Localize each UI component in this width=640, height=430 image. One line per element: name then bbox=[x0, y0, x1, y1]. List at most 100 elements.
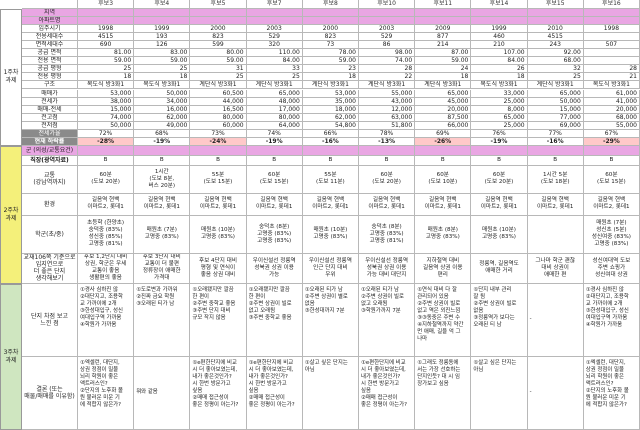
cell-structure: 계단식 방3화1 bbox=[415, 81, 472, 90]
cell-area_households: 210 bbox=[471, 41, 528, 50]
cell-jeonse: 35,000 bbox=[302, 97, 359, 106]
cell-concl: ①살고 싶은 단지는 아님 bbox=[471, 356, 528, 430]
cell-concl: 뭐와 같음 bbox=[134, 356, 191, 430]
header-corner bbox=[22, 0, 78, 9]
cell-area_households: 690 bbox=[78, 41, 135, 50]
cell-gun bbox=[190, 145, 247, 156]
cell-sale: 65,000 bbox=[415, 89, 472, 98]
cell-region bbox=[78, 9, 135, 18]
row-label-pros: 단지 차점 보고 느낀 점 bbox=[22, 283, 78, 357]
cell-sale: 65,000 bbox=[527, 89, 584, 98]
cell-households: 193 bbox=[134, 33, 191, 42]
cell-school: 매원초 (10분) 고명중 (83%) bbox=[471, 215, 528, 254]
cell-supply_py: 31 bbox=[190, 65, 247, 74]
cell-school: 숭덕초 (8분) 고명중 (83%) 고명중 (81%) bbox=[359, 215, 416, 254]
cell-grade: B bbox=[359, 155, 416, 166]
cell-gap_inv: 87,500 bbox=[415, 113, 472, 122]
cell-jeonse_peak: 54,800 bbox=[302, 121, 359, 130]
cell-concl: ①엑셀런, 대단지, 상권 정점이 밀물 뇌리 학원이 좋은 액트러스인? ②단… bbox=[78, 356, 135, 430]
column-header: 후보4 bbox=[134, 0, 191, 9]
cell-gun bbox=[359, 145, 416, 156]
column-header: 후보7 bbox=[246, 0, 303, 9]
cell-school: 매원초 (8분) 고명중 (83%) bbox=[415, 215, 472, 254]
column-header: 후보11 bbox=[415, 0, 472, 9]
cell-env: 길음역 현백 이마트2, 롯데1 bbox=[583, 193, 640, 216]
cell-pros: ①도로변과 가까워 ②진짜 금요 학원 ③오래된 티가 남 bbox=[134, 283, 191, 357]
cell-jeonse: 41,000 bbox=[583, 97, 640, 106]
cell-pros: ①연식 대비 다 잘 관리되어 있음 ②주변 상권이 빌로 없고 역은 외진느낌… bbox=[415, 283, 472, 357]
cell-supply: 그나마 학군 괜찮 대비 상권이 애매한 편 bbox=[527, 253, 584, 284]
cell-structure: 복도식 방3화1 bbox=[78, 81, 135, 90]
cell-grade: B bbox=[246, 155, 303, 166]
cell-env: 길음역 현백 이마트2, 롯데1 bbox=[302, 193, 359, 216]
row-label-school: 학군(초/중) bbox=[22, 215, 78, 254]
cell-region bbox=[527, 9, 584, 18]
cell-transport: 60분 (도보 10분) bbox=[415, 165, 472, 194]
cell-school: 매원초 (10분) 고명중 (83%) bbox=[190, 215, 247, 254]
cell-transport: 55분 (도보 11분) bbox=[302, 165, 359, 194]
row-label-jeonse: 전세가 bbox=[22, 97, 78, 106]
cell-gap_inv: 62,000 bbox=[134, 113, 191, 122]
row-label-excl_m2: 전용 면적 bbox=[22, 57, 78, 66]
column-header: 후보5 bbox=[190, 0, 247, 9]
cell-area_households: 86 bbox=[359, 41, 416, 50]
section-label-week3: 3주차 과제 bbox=[0, 283, 22, 430]
cell-ratio: 66% bbox=[302, 129, 359, 138]
cell-year: 2000 bbox=[190, 25, 247, 34]
cell-supply: 후보 3단지 대비 교통이 더 불편 정류장이 애매한 가격대 bbox=[134, 253, 191, 284]
cell-region bbox=[583, 9, 640, 18]
cell-supply_m2 bbox=[583, 49, 640, 58]
cell-drop: -19% bbox=[134, 137, 191, 146]
cell-gap: 16,000 bbox=[134, 105, 191, 114]
cell-supply_py: 25 bbox=[78, 65, 135, 74]
cell-supply: 지하철역 대비 길음역 상권 이용 편리 bbox=[415, 253, 472, 284]
cell-jeonse_peak: 69,000 bbox=[527, 121, 584, 130]
cell-supply_m2: 81.00 bbox=[78, 49, 135, 58]
cell-drop: -16% bbox=[527, 137, 584, 146]
cell-env: 길음역 현백 이마트2, 롯데1 bbox=[134, 193, 191, 216]
cell-supply_m2: 98.00 bbox=[359, 49, 416, 58]
cell-gap_inv: 68,000 bbox=[583, 113, 640, 122]
cell-gap: 8,000 bbox=[471, 105, 528, 114]
cell-pros: ①오래된 티가 남 ②주변 상권이 빌로 없고 오래됨 ③학원가까지 7분 bbox=[359, 283, 416, 357]
cell-pros: ①오래된 티가 남 ②주변 상권이 별로 없음 ③한성대까지 7분 bbox=[302, 283, 359, 357]
cell-apt bbox=[527, 17, 584, 26]
row-label-drop: 현재 하락률 bbox=[22, 137, 78, 146]
cell-gun bbox=[302, 145, 359, 156]
row-label-concl: 결론 (또는 매물/매매를 이유함) bbox=[22, 356, 78, 430]
cell-apt bbox=[583, 17, 640, 26]
cell-drop: -13% bbox=[359, 137, 416, 146]
cell-ratio: 69% bbox=[415, 129, 472, 138]
cell-ratio: 72% bbox=[78, 129, 135, 138]
cell-excl_m2: 59.00 bbox=[302, 57, 359, 66]
cell-sale: 55,000 bbox=[359, 89, 416, 98]
cell-gap: 20,000 bbox=[415, 105, 472, 114]
cell-ratio: 77% bbox=[527, 129, 584, 138]
cell-concl: ①e편한단지에 비교 시 더 좋아보였는데, 내가 좋은것인가? 시 한번 방문… bbox=[190, 356, 247, 430]
cell-jeonse_peak: 25,000 bbox=[471, 121, 528, 130]
cell-gun bbox=[583, 145, 640, 156]
cell-region bbox=[359, 9, 416, 18]
cell-year: 1998 bbox=[583, 25, 640, 34]
cell-area_households: 214 bbox=[415, 41, 472, 50]
cell-area_households: 320 bbox=[246, 41, 303, 50]
cell-drop: -16% bbox=[302, 137, 359, 146]
cell-school: 매원초 (7분) 고명중 (83%) bbox=[134, 215, 191, 254]
row-label-region: 지역 bbox=[22, 9, 78, 18]
cell-gun bbox=[134, 145, 191, 156]
cell-concl: ①엑셀런, 대단지, 상권 정점이 밀물 뇌리 학원이 좋은 액트러스인? ②단… bbox=[583, 356, 640, 430]
cell-env: 길음역 현백 이마트2, 롯데1 bbox=[78, 193, 135, 216]
cell-grade: B bbox=[302, 155, 359, 166]
cell-households bbox=[583, 33, 640, 42]
cell-jeonse: 48,000 bbox=[246, 97, 303, 106]
cell-transport: 1시간 5분 (도보 18분) bbox=[527, 165, 584, 194]
cell-region bbox=[471, 9, 528, 18]
cell-supply_m2: 92.00 bbox=[527, 49, 584, 58]
cell-gap: 18,000 bbox=[302, 105, 359, 114]
cell-apt bbox=[359, 17, 416, 26]
cell-excl_m2: 68.00 bbox=[527, 57, 584, 66]
cell-supply_m2: 110.00 bbox=[246, 49, 303, 58]
cell-gap: 20,000 bbox=[583, 105, 640, 114]
cell-gap: 15,000 bbox=[78, 105, 135, 114]
cell-gun bbox=[246, 145, 303, 156]
